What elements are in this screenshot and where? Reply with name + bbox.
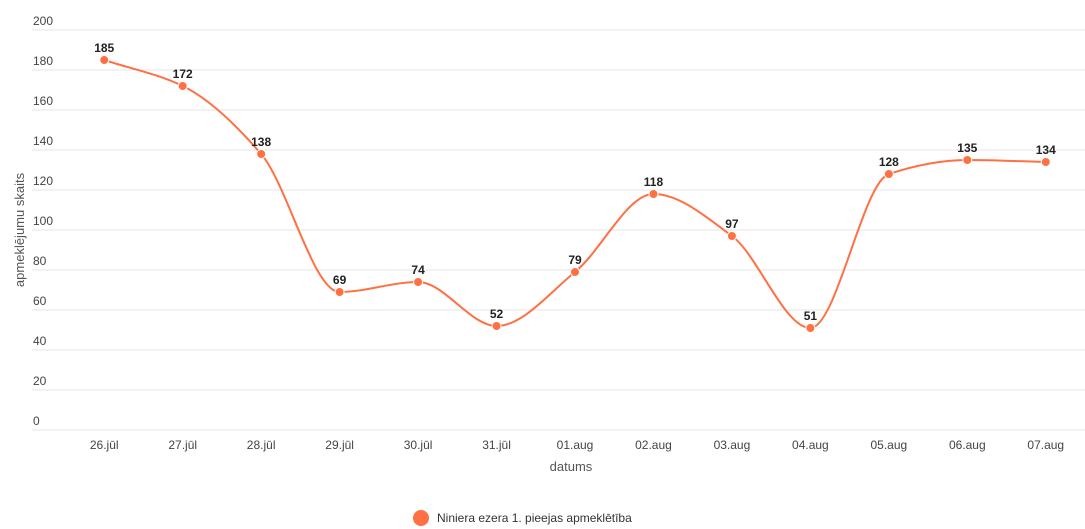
x-tick-label: 02.aug xyxy=(635,438,672,452)
x-tick-label: 31.jūl xyxy=(482,438,511,452)
legend-label: Niniera ezera 1. pieejas apmeklētība xyxy=(437,511,632,525)
y-tick-label: 20 xyxy=(33,374,47,388)
y-tick-label: 200 xyxy=(33,14,53,28)
x-tick-label: 30.jūl xyxy=(404,438,433,452)
data-labels: 185 172 138 69 74 52 79 118 97 51 128 135 134 xyxy=(94,41,1056,323)
data-points xyxy=(99,55,1051,333)
x-tick-label: 26.jūl xyxy=(90,438,119,452)
y-tick-label: 120 xyxy=(33,174,53,188)
data-label: 185 xyxy=(94,41,114,55)
legend[interactable]: Niniera ezera 1. pieejas apmeklētība xyxy=(413,510,632,526)
data-label: 134 xyxy=(1036,143,1056,157)
y-tick-label: 60 xyxy=(33,294,47,308)
y-tick-label: 80 xyxy=(33,254,47,268)
data-label: 51 xyxy=(804,309,818,323)
legend-swatch xyxy=(413,510,429,526)
data-point[interactable] xyxy=(805,323,816,333)
data-label: 118 xyxy=(644,175,664,189)
data-point[interactable] xyxy=(883,169,894,179)
x-tick-label: 04.aug xyxy=(792,438,829,452)
x-tick-label: 01.aug xyxy=(557,438,594,452)
data-point[interactable] xyxy=(726,231,737,241)
y-tick-label: 100 xyxy=(33,214,53,228)
data-label: 128 xyxy=(879,155,899,169)
y-tick-label: 140 xyxy=(33,134,53,148)
x-tick-label: 28.jūl xyxy=(247,438,276,452)
data-point[interactable] xyxy=(334,287,345,297)
series-line xyxy=(103,59,1046,330)
data-label: 79 xyxy=(568,253,582,267)
y-tick-label: 40 xyxy=(33,334,47,348)
data-label: 74 xyxy=(411,263,425,277)
y-axis-ticks: 0 20 40 60 80 100 120 140 160 180 200 xyxy=(33,14,53,428)
x-tick-label: 29.jūl xyxy=(325,438,354,452)
data-label: 135 xyxy=(957,141,977,155)
data-label: 69 xyxy=(333,273,347,287)
x-axis-title: datums xyxy=(550,459,593,474)
y-axis-title: apmeklējumu skaits xyxy=(12,172,27,287)
data-point[interactable] xyxy=(570,267,580,277)
data-point[interactable] xyxy=(99,55,110,65)
data-point[interactable] xyxy=(648,189,659,199)
x-axis-ticks: 26.jūl 27.jūl 28.jūl 29.jūl 30.jūl 31.jūl 01.a… xyxy=(90,438,1064,452)
x-tick-label: 05.aug xyxy=(870,438,907,452)
y-tick-label: 180 xyxy=(33,54,53,68)
x-tick-label: 06.aug xyxy=(949,438,986,452)
gridlines xyxy=(32,29,1085,431)
data-label: 138 xyxy=(251,135,271,149)
y-tick-label: 160 xyxy=(33,94,53,108)
data-label: 172 xyxy=(173,67,193,81)
data-label: 97 xyxy=(725,217,739,231)
y-tick-label: 0 xyxy=(33,414,40,428)
data-point[interactable] xyxy=(962,155,973,165)
data-point[interactable] xyxy=(256,149,267,159)
data-point[interactable] xyxy=(413,277,424,287)
data-point[interactable] xyxy=(1040,157,1051,167)
x-tick-label: 03.aug xyxy=(714,438,751,452)
data-point[interactable] xyxy=(177,81,188,91)
data-label: 52 xyxy=(490,307,504,321)
data-point[interactable] xyxy=(491,321,502,331)
x-tick-label: 07.aug xyxy=(1027,438,1064,452)
x-tick-label: 27.jūl xyxy=(168,438,197,452)
